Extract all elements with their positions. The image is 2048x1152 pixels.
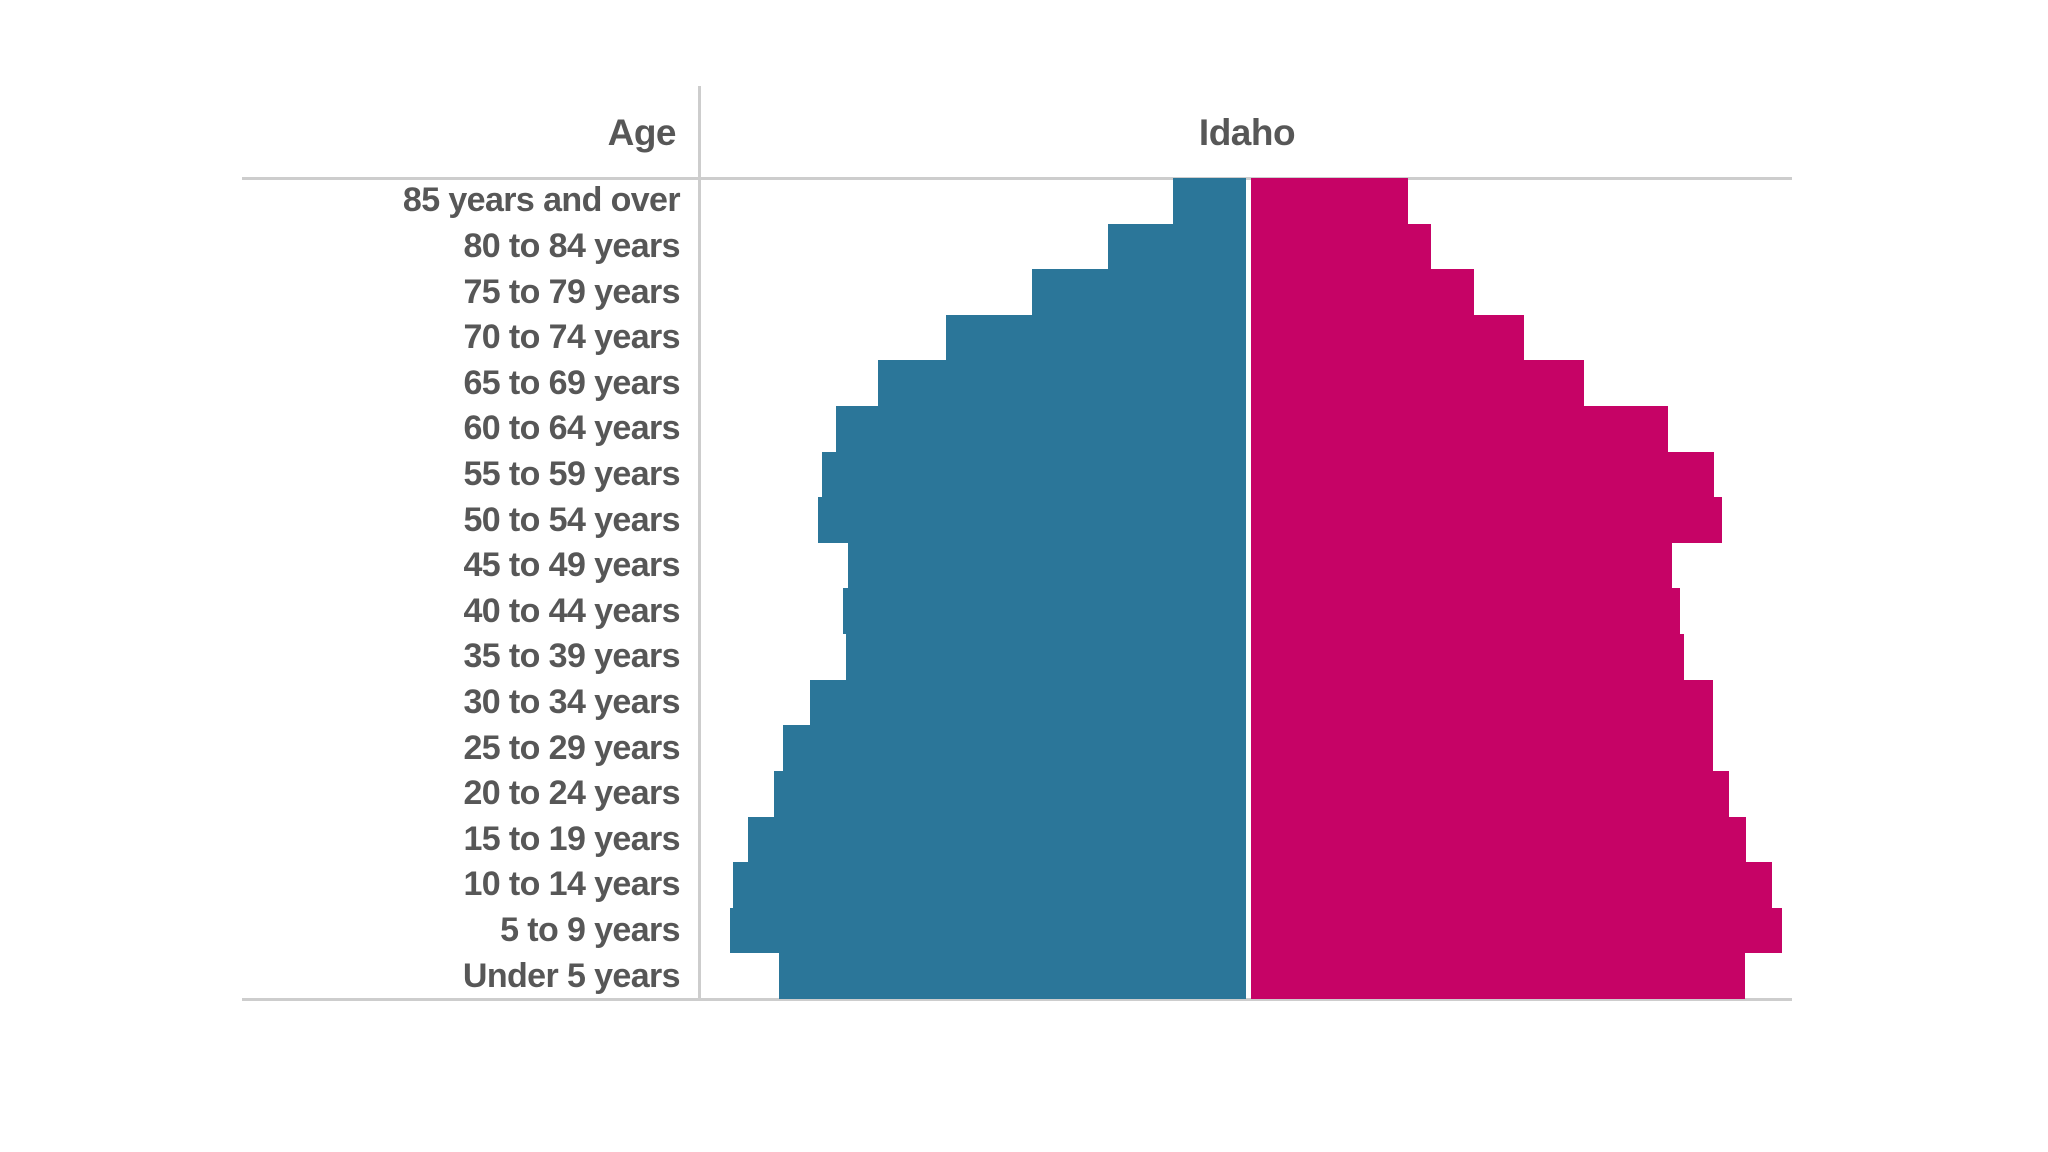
left-bar[interactable] [774, 770, 1246, 817]
right-bar[interactable] [1251, 269, 1474, 315]
age-column-header: Age [607, 112, 677, 153]
age-label: Under 5 years [462, 956, 681, 995]
right-bar[interactable] [1251, 770, 1729, 817]
left-bar[interactable] [748, 816, 1246, 863]
right-bar[interactable] [1251, 588, 1680, 635]
pyramid-chart [699, 178, 1792, 999]
pyramid-row [699, 451, 1792, 498]
right-bar[interactable] [1251, 542, 1672, 589]
left-bar[interactable] [1173, 178, 1246, 224]
left-bar[interactable] [836, 406, 1246, 452]
pyramid-row [699, 907, 1792, 954]
pyramid-row [699, 634, 1792, 680]
left-bar[interactable] [818, 497, 1246, 543]
age-label: 30 to 34 years [463, 683, 680, 721]
age-label: 20 to 24 years [463, 774, 680, 813]
right-bar[interactable] [1251, 907, 1782, 954]
right-bar[interactable] [1251, 953, 1745, 999]
right-bar[interactable] [1251, 679, 1713, 726]
bottom-axis-line [242, 998, 1792, 1001]
pyramid-row [699, 269, 1792, 315]
left-bar[interactable] [779, 953, 1246, 999]
pyramid-row [699, 497, 1792, 543]
age-label: 80 to 84 years [463, 226, 680, 265]
age-label: 70 to 74 years [463, 318, 680, 357]
pyramid-row [699, 862, 1792, 908]
age-label: 60 to 64 years [463, 409, 680, 448]
left-bar[interactable] [810, 679, 1246, 726]
left-bar[interactable] [730, 907, 1246, 954]
right-bar[interactable] [1251, 360, 1584, 407]
age-label: 25 to 29 years [463, 728, 680, 767]
right-bar[interactable] [1251, 725, 1713, 771]
left-bar[interactable] [843, 588, 1246, 635]
header-separator-line [242, 177, 1792, 180]
pyramid-row [699, 770, 1792, 817]
pyramid-row [699, 953, 1792, 999]
pyramid-row [699, 360, 1792, 407]
age-label: 45 to 49 years [463, 546, 680, 585]
age-label: 40 to 44 years [463, 591, 680, 630]
right-bar[interactable] [1251, 314, 1524, 361]
right-bar[interactable] [1251, 497, 1722, 543]
age-label: 85 years and over [402, 181, 681, 220]
chart-title: Idaho [1198, 112, 1296, 153]
pyramid-row [699, 816, 1792, 863]
right-bar[interactable] [1251, 816, 1746, 863]
age-label: 5 to 9 years [500, 911, 681, 950]
left-bar[interactable] [783, 725, 1246, 771]
right-bar[interactable] [1251, 451, 1714, 498]
right-bar[interactable] [1251, 178, 1408, 224]
left-bar[interactable] [946, 314, 1246, 361]
age-label: 10 to 14 years [463, 865, 680, 904]
right-bar[interactable] [1251, 406, 1668, 452]
age-label: 15 to 19 years [463, 819, 680, 858]
pyramid-row [699, 542, 1792, 589]
right-bar[interactable] [1251, 223, 1431, 270]
right-bar[interactable] [1251, 634, 1684, 680]
left-bar[interactable] [846, 634, 1246, 680]
left-bar[interactable] [822, 451, 1246, 498]
right-bar[interactable] [1251, 862, 1772, 908]
age-label: 50 to 54 years [463, 500, 680, 539]
left-bar[interactable] [1032, 269, 1246, 315]
pyramid-row [699, 679, 1792, 726]
age-label: 65 to 69 years [463, 363, 680, 402]
pyramid-row [699, 223, 1792, 270]
pyramid-row [699, 588, 1792, 635]
column-divider-line [698, 86, 701, 999]
age-label: 55 to 59 years [463, 454, 680, 493]
left-bar[interactable] [1108, 223, 1246, 270]
left-bar[interactable] [733, 862, 1246, 908]
left-bar[interactable] [878, 360, 1246, 407]
pyramid-row [699, 406, 1792, 452]
age-label: 75 to 79 years [463, 272, 680, 311]
left-bar[interactable] [848, 542, 1246, 589]
pyramid-row [699, 314, 1792, 361]
pyramid-row [699, 725, 1792, 771]
age-labels-column: 85 years and over 80 to 84 years 75 to 79 … [0, 178, 699, 999]
age-label: 35 to 39 years [463, 637, 680, 676]
pyramid-row [699, 178, 1792, 224]
